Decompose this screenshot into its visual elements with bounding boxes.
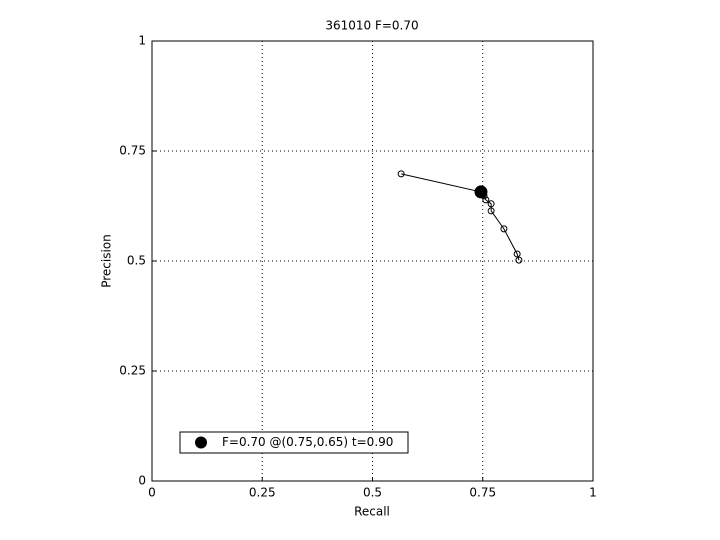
x-tick-label: 0 (148, 486, 156, 500)
x-axis-label: Recall (354, 505, 390, 519)
plot-frame (151, 40, 594, 482)
x-tick-label: 0.25 (249, 486, 276, 500)
y-tick-label: 0.25 (119, 364, 146, 378)
y-axis-label: Precision (100, 234, 114, 288)
point (397, 170, 405, 178)
legend-box (179, 431, 409, 454)
point (513, 250, 521, 258)
best-point (474, 185, 488, 199)
point (515, 256, 523, 264)
y-tick-label: 1 (138, 34, 146, 48)
y-tick-label: 0.5 (127, 254, 146, 268)
x-tick-label: 0.75 (469, 486, 496, 500)
x-tick-label: 1 (589, 486, 597, 500)
point (500, 225, 508, 233)
point (482, 196, 490, 204)
chart-title: 361010 F=0.70 (325, 19, 418, 33)
legend-marker (195, 436, 207, 449)
legend-label: F=0.70 @(0.75,0.65) t=0.90 (222, 435, 393, 449)
x-tick-label: 0.5 (363, 486, 382, 500)
point (487, 207, 495, 215)
point (487, 200, 495, 208)
y-tick-label: 0 (138, 474, 146, 488)
y-tick-label: 0.75 (119, 144, 146, 158)
